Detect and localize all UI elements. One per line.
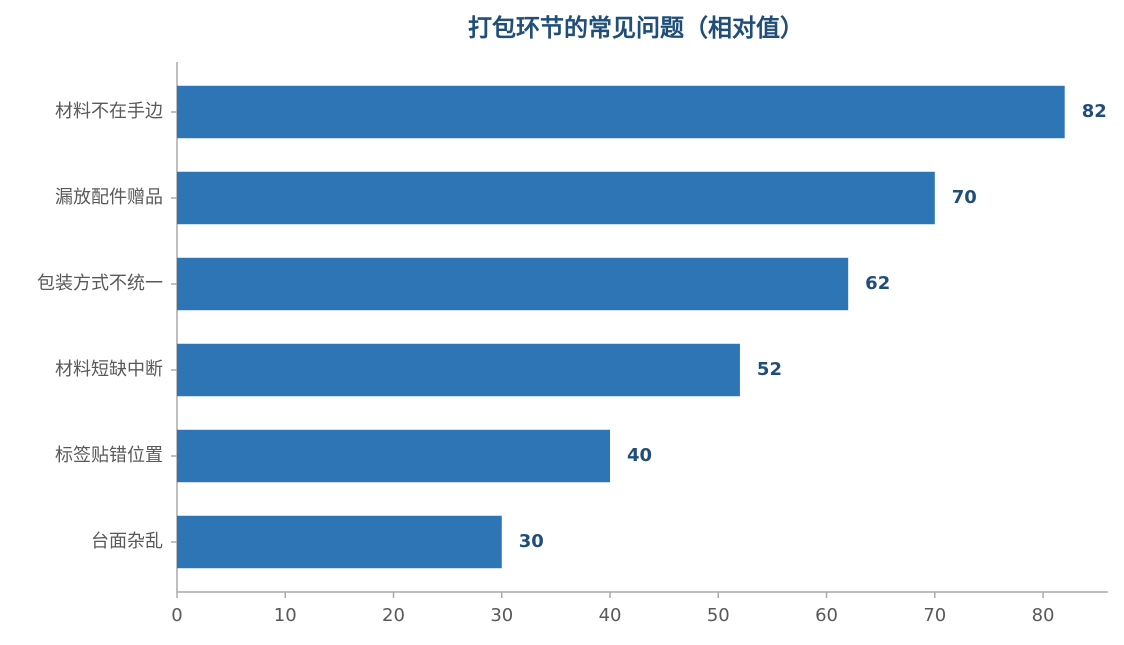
y-tick-label: 包装方式不统一 (37, 273, 163, 294)
bar (177, 257, 849, 311)
y-tick-label: 材料短缺中断 (55, 359, 163, 380)
bar (177, 85, 1065, 139)
value-label: 40 (627, 445, 652, 466)
x-tick-label: 60 (815, 605, 838, 626)
value-label: 30 (519, 531, 544, 552)
x-tick-label: 30 (490, 605, 513, 626)
y-tick-label: 台面杂乱 (91, 531, 163, 552)
x-tick-label: 50 (707, 605, 730, 626)
x-tick-label: 0 (171, 605, 182, 626)
y-tick-label: 漏放配件赠品 (55, 187, 163, 208)
x-tick-label: 10 (274, 605, 297, 626)
value-label: 70 (952, 187, 977, 208)
bar (177, 429, 611, 483)
x-tick-label: 20 (382, 605, 405, 626)
value-label: 82 (1082, 101, 1107, 122)
y-tick-label: 材料不在手边 (55, 101, 163, 122)
chart-title: 打包环节的常见问题（相对值） (468, 14, 804, 42)
bar (177, 343, 740, 397)
x-tick-label: 80 (1032, 605, 1055, 626)
x-tick-label: 70 (923, 605, 946, 626)
value-label: 52 (757, 359, 782, 380)
x-tick-label: 40 (599, 605, 622, 626)
y-tick-label: 标签贴错位置 (55, 445, 163, 466)
bar (177, 515, 502, 569)
bar (177, 171, 935, 225)
value-label: 62 (865, 273, 890, 294)
